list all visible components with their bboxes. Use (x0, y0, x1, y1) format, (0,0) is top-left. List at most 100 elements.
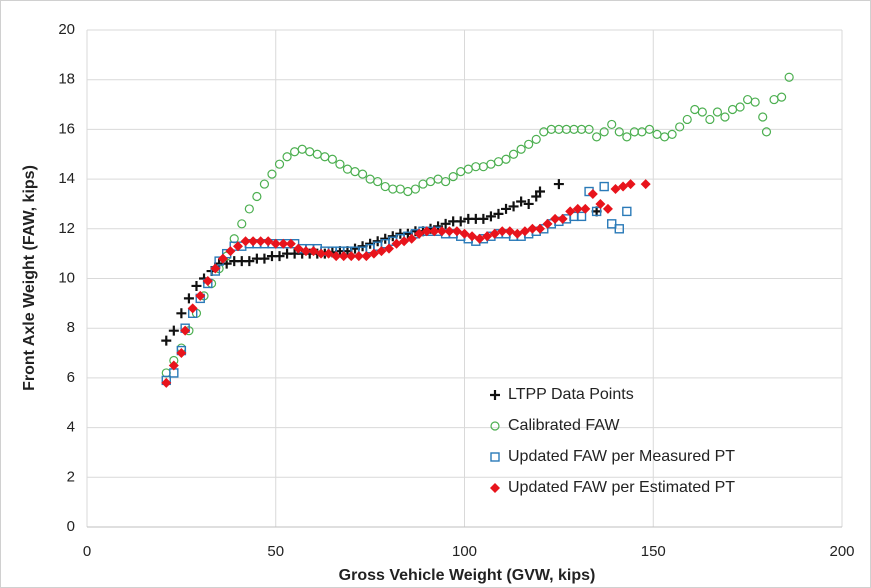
circle-marker (448, 172, 458, 182)
circle-marker (441, 176, 451, 187)
circle-marker (410, 184, 421, 194)
circle-marker (531, 134, 541, 144)
diamond-marker (467, 231, 478, 242)
diamond-marker (580, 203, 591, 214)
diamond-marker (368, 248, 379, 259)
square-marker (576, 211, 587, 222)
x-tick-label: 100 (452, 543, 477, 560)
plus-marker (433, 221, 444, 232)
y-tick-label: 6 (67, 369, 75, 386)
diamond-marker (429, 226, 440, 237)
diamond-marker (527, 223, 538, 234)
plus-marker (259, 253, 270, 264)
circle-marker (682, 114, 692, 125)
diamond-marker (482, 231, 493, 242)
y-tick-label: 10 (58, 269, 75, 286)
plus-marker (244, 256, 255, 267)
diamond-marker (414, 228, 425, 239)
diamond-marker (557, 213, 568, 224)
circle-marker (667, 129, 677, 139)
circle-marker (252, 191, 262, 202)
square-marker (614, 224, 624, 234)
diamond-marker (353, 251, 364, 262)
square-marker (591, 206, 602, 217)
diamond-marker (270, 238, 281, 249)
x-tick-label: 50 (267, 543, 284, 560)
diamond-marker (459, 228, 470, 239)
circle-marker (501, 154, 511, 164)
circle-marker (622, 132, 632, 142)
diamond-marker (489, 228, 500, 239)
circle-marker (237, 219, 247, 229)
x-tick-label: 0 (83, 543, 91, 560)
plus-marker (485, 211, 496, 222)
circle-marker (644, 124, 655, 134)
circle-marker (784, 72, 794, 82)
y-tick-label: 18 (58, 71, 75, 88)
diamond-marker (278, 238, 289, 249)
diamond-marker (504, 226, 515, 237)
diamond-marker (572, 203, 583, 214)
square-marker (599, 181, 609, 192)
diamond-marker (625, 179, 636, 190)
legend-label: LTPP Data Points (508, 386, 634, 403)
y-tick-label: 0 (67, 518, 75, 535)
circle-marker (335, 159, 345, 169)
diamond-marker (421, 226, 432, 237)
square-marker (622, 206, 632, 217)
circle-marker (750, 97, 760, 107)
diamond-marker (542, 218, 553, 229)
diamond-marker (176, 348, 187, 359)
diamond-marker (361, 251, 372, 262)
y-axis-title: Front Axle Weight (FAW, kips) (21, 165, 38, 391)
circle-marker (274, 159, 285, 169)
plus-marker (501, 203, 512, 214)
diamond-marker (587, 189, 598, 200)
diamond-marker (263, 236, 274, 247)
diamond-marker (565, 206, 576, 217)
diamond-marker (474, 233, 485, 244)
diamond-marker (308, 246, 319, 257)
circle-marker (599, 127, 609, 137)
plus-marker (161, 335, 172, 346)
diamond-marker (550, 213, 561, 224)
legend-marker (490, 452, 500, 462)
diamond-marker (640, 179, 651, 190)
circle-marker (675, 122, 685, 132)
plus-marker (478, 213, 489, 224)
circle-marker (705, 114, 715, 125)
diamond-marker (168, 360, 179, 371)
square-marker (607, 219, 617, 229)
circle-marker (735, 102, 745, 112)
circle-marker (776, 92, 787, 102)
diamond-marker (512, 228, 523, 239)
plus-marker (493, 208, 504, 219)
circle-marker (524, 139, 534, 149)
circle-marker (614, 127, 624, 137)
y-tick-label: 4 (67, 419, 75, 436)
circle-marker (584, 124, 594, 134)
diamond-marker (285, 238, 296, 249)
diamond-marker (610, 184, 621, 195)
legend-marker (490, 421, 500, 431)
circle-marker (244, 204, 254, 214)
circle-marker (267, 169, 277, 179)
plus-marker (516, 196, 527, 207)
diamond-marker (444, 226, 455, 237)
circle-marker (758, 112, 768, 122)
y-tick-label: 16 (58, 120, 75, 137)
diamond-marker (187, 303, 198, 314)
diamond-marker (331, 251, 342, 262)
diamond-marker (217, 253, 228, 264)
y-tick-label: 2 (67, 468, 75, 485)
plus-marker (191, 280, 202, 291)
circle-marker (697, 107, 707, 117)
circle-marker (607, 119, 617, 130)
circle-marker (259, 179, 270, 189)
circle-marker (282, 152, 292, 162)
diamond-marker (602, 203, 613, 214)
plus-marker (455, 216, 466, 227)
diamond-marker (300, 246, 311, 257)
